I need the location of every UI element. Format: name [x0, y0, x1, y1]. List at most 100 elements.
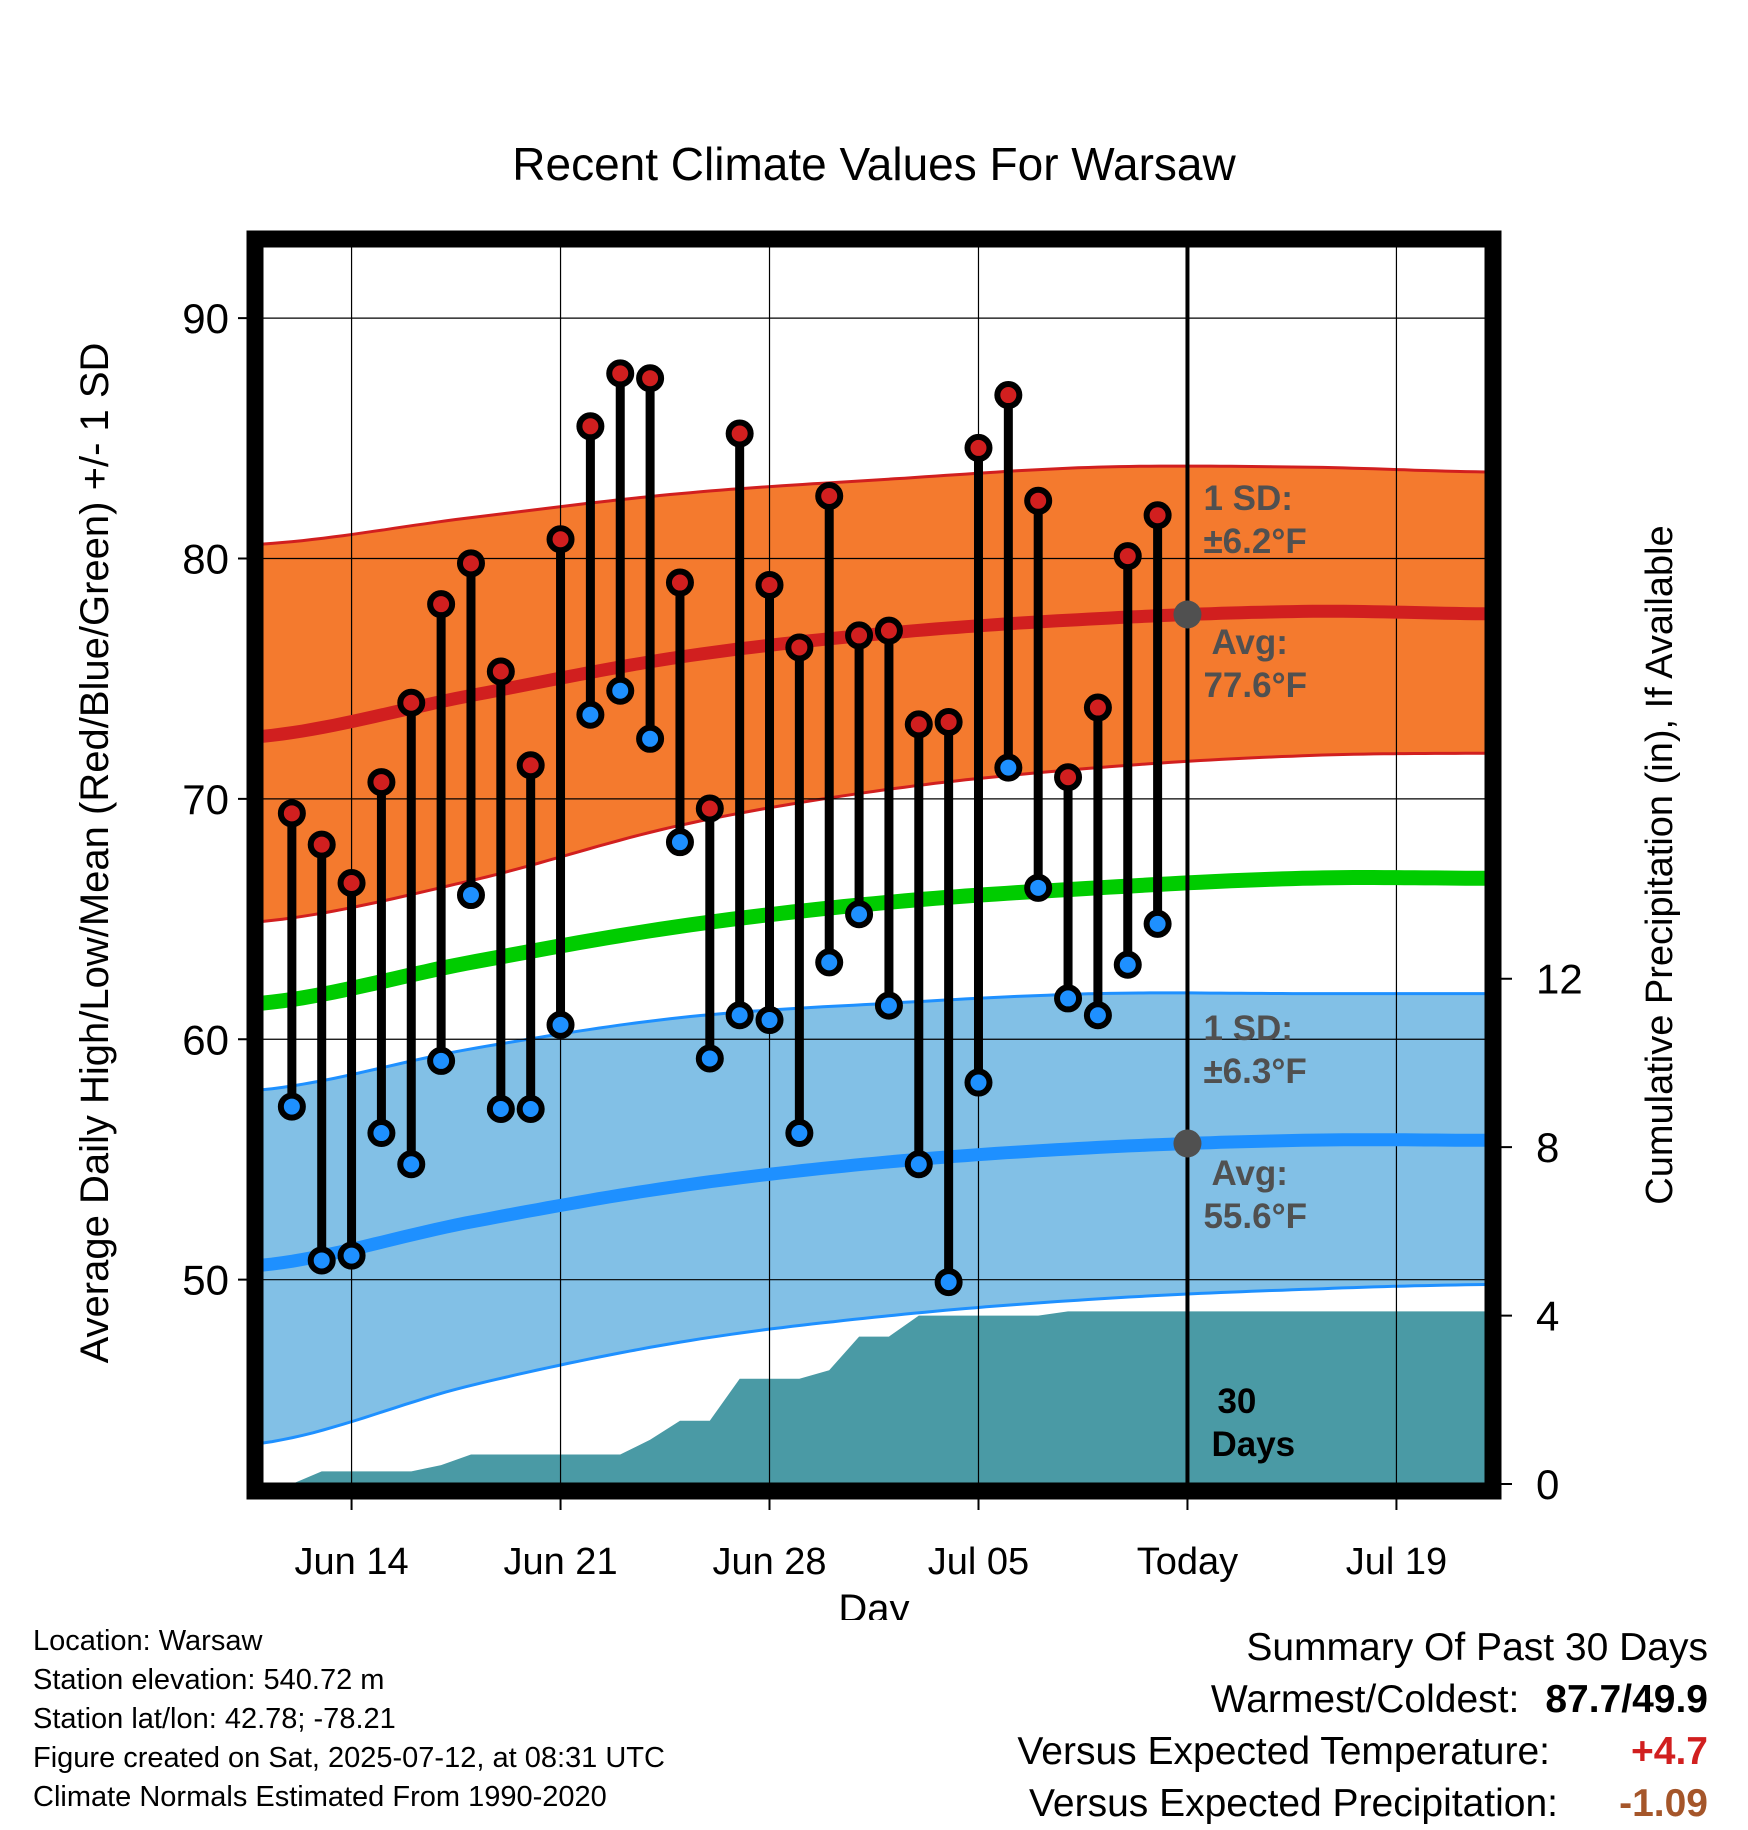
today-low-avg-marker	[1173, 1129, 1202, 1158]
summary-precip-row: Versus Expected Precipitation: -1.09	[808, 1778, 1708, 1830]
low-temp-point	[695, 1044, 724, 1073]
low-temp-point	[725, 1001, 754, 1030]
x-tick-label: Jul 05	[928, 1541, 1029, 1583]
days-word: Days	[1211, 1425, 1295, 1464]
low-temp-point	[606, 676, 635, 705]
high-temp-point	[1113, 542, 1142, 571]
high-temp-point	[1054, 763, 1083, 792]
y-tick-label: 50	[182, 1257, 229, 1304]
low-temp-point	[964, 1068, 993, 1097]
high-sd-label: 1 SD:	[1203, 479, 1292, 518]
low-temp-point	[785, 1119, 814, 1148]
high-sd-band	[262, 466, 1486, 922]
low-temp-point	[904, 1150, 933, 1179]
summary-panel: Summary Of Past 30 Days Warmest/Coldest:…	[808, 1622, 1708, 1830]
low-temp-point	[546, 1010, 575, 1039]
low-temp-point	[815, 948, 844, 977]
low-temp-point	[516, 1094, 545, 1123]
high-temp-point	[874, 616, 903, 645]
high-temp-point	[1024, 486, 1053, 515]
summary-precip-label: Versus Expected Precipitation:	[1029, 1782, 1558, 1825]
low-temp-point	[576, 700, 605, 729]
y-axis-label: Average Daily High/Low/Mean (Red/Blue/Gr…	[73, 343, 117, 1364]
x-axis-label: Day	[838, 1587, 909, 1620]
low-temp-point	[845, 900, 874, 929]
low-temp-point	[665, 828, 694, 857]
summary-temp-row: Versus Expected Temperature: +4.7	[808, 1726, 1708, 1778]
high-band-lower-edge	[262, 751, 1486, 923]
high-sd-value: ±6.2°F	[1203, 522, 1306, 561]
y2-tick-label: 4	[1536, 1293, 1559, 1340]
high-temp-point	[934, 707, 963, 736]
y-tick-label: 90	[182, 295, 229, 342]
low-temp-point	[1083, 1001, 1112, 1030]
low-temp-point	[1054, 984, 1083, 1013]
high-temp-point	[636, 364, 665, 393]
low-temp-point	[397, 1150, 426, 1179]
summary-precip-value: -1.09	[1619, 1782, 1708, 1825]
low-temp-point	[994, 753, 1023, 782]
low-sd-band	[262, 992, 1486, 1444]
low-avg-line	[262, 1133, 1486, 1272]
summary-temp-label: Versus Expected Temperature:	[1017, 1730, 1550, 1773]
low-temp-point	[1113, 950, 1142, 979]
low-temp-point	[934, 1268, 963, 1297]
high-temp-point	[516, 751, 545, 780]
summary-warmest-label: Warmest/Coldest:	[1210, 1678, 1520, 1721]
y2-tick-label: 8	[1536, 1124, 1559, 1171]
high-temp-point	[904, 710, 933, 739]
low-temp-point	[755, 1006, 784, 1035]
low-band-upper-edge	[262, 991, 1486, 1092]
high-temp-point	[367, 768, 396, 797]
high-temp-point	[606, 359, 635, 388]
y2-tick-label: 0	[1536, 1461, 1559, 1508]
low-temp-point	[277, 1092, 306, 1121]
low-temp-point	[427, 1046, 456, 1075]
high-avg-label: Avg:	[1211, 623, 1287, 662]
low-temp-point	[367, 1119, 396, 1148]
high-temp-point	[845, 621, 874, 650]
y-tick-label: 70	[182, 776, 229, 823]
info-normals: Climate Normals Estimated From 1990-2020	[33, 1781, 607, 1813]
x-tick-label: Jul 19	[1346, 1541, 1447, 1583]
low-sd-value: ±6.3°F	[1203, 1052, 1306, 1091]
x-tick-label: Jun 28	[712, 1541, 826, 1583]
high-temp-point	[1083, 693, 1112, 722]
x-tick-label: Today	[1137, 1541, 1238, 1583]
high-temp-point	[486, 657, 515, 686]
summary-temp-value: +4.7	[1631, 1730, 1708, 1773]
low-avg-value: 55.6°F	[1203, 1197, 1307, 1236]
y-tick-label: 80	[182, 536, 229, 583]
x-tick-label: Jun 21	[503, 1541, 617, 1583]
summary-warmest-row: Warmest/Coldest: 87.7/49.9	[808, 1674, 1708, 1726]
y2-tick-label: 12	[1536, 956, 1583, 1003]
info-created: Figure created on Sat, 2025-07-12, at 08…	[33, 1742, 665, 1774]
station-info: Location: Warsaw Station elevation: 540.…	[33, 1622, 665, 1817]
high-temp-point	[1143, 501, 1172, 530]
low-temp-point	[486, 1094, 515, 1123]
low-sd-label: 1 SD:	[1203, 1009, 1292, 1048]
low-temp-point	[456, 881, 485, 910]
low-temp-point	[636, 724, 665, 753]
info-location: Location: Warsaw	[33, 1625, 263, 1657]
high-temp-point	[815, 482, 844, 511]
high-avg-value: 77.6°F	[1203, 666, 1307, 705]
high-temp-point	[695, 794, 724, 823]
low-temp-point	[337, 1241, 366, 1270]
high-temp-point	[755, 570, 784, 599]
high-temp-point	[397, 688, 426, 717]
high-temp-point	[427, 590, 456, 619]
high-temp-point	[576, 412, 605, 441]
info-latlon: Station lat/lon: 42.78; -78.21	[33, 1703, 396, 1735]
high-band-upper-edge	[262, 464, 1486, 546]
high-avg-line	[262, 604, 1486, 743]
summary-title: Summary Of Past 30 Days	[1246, 1626, 1708, 1669]
today-high-avg-marker	[1173, 600, 1202, 629]
plot-frame	[246, 230, 1502, 1500]
high-temp-point	[725, 419, 754, 448]
high-temp-point	[456, 549, 485, 578]
high-temp-point	[964, 433, 993, 462]
x-tick-label: Jun 14	[295, 1541, 409, 1583]
low-band-lower-edge	[262, 1283, 1486, 1445]
high-temp-point	[546, 525, 575, 554]
